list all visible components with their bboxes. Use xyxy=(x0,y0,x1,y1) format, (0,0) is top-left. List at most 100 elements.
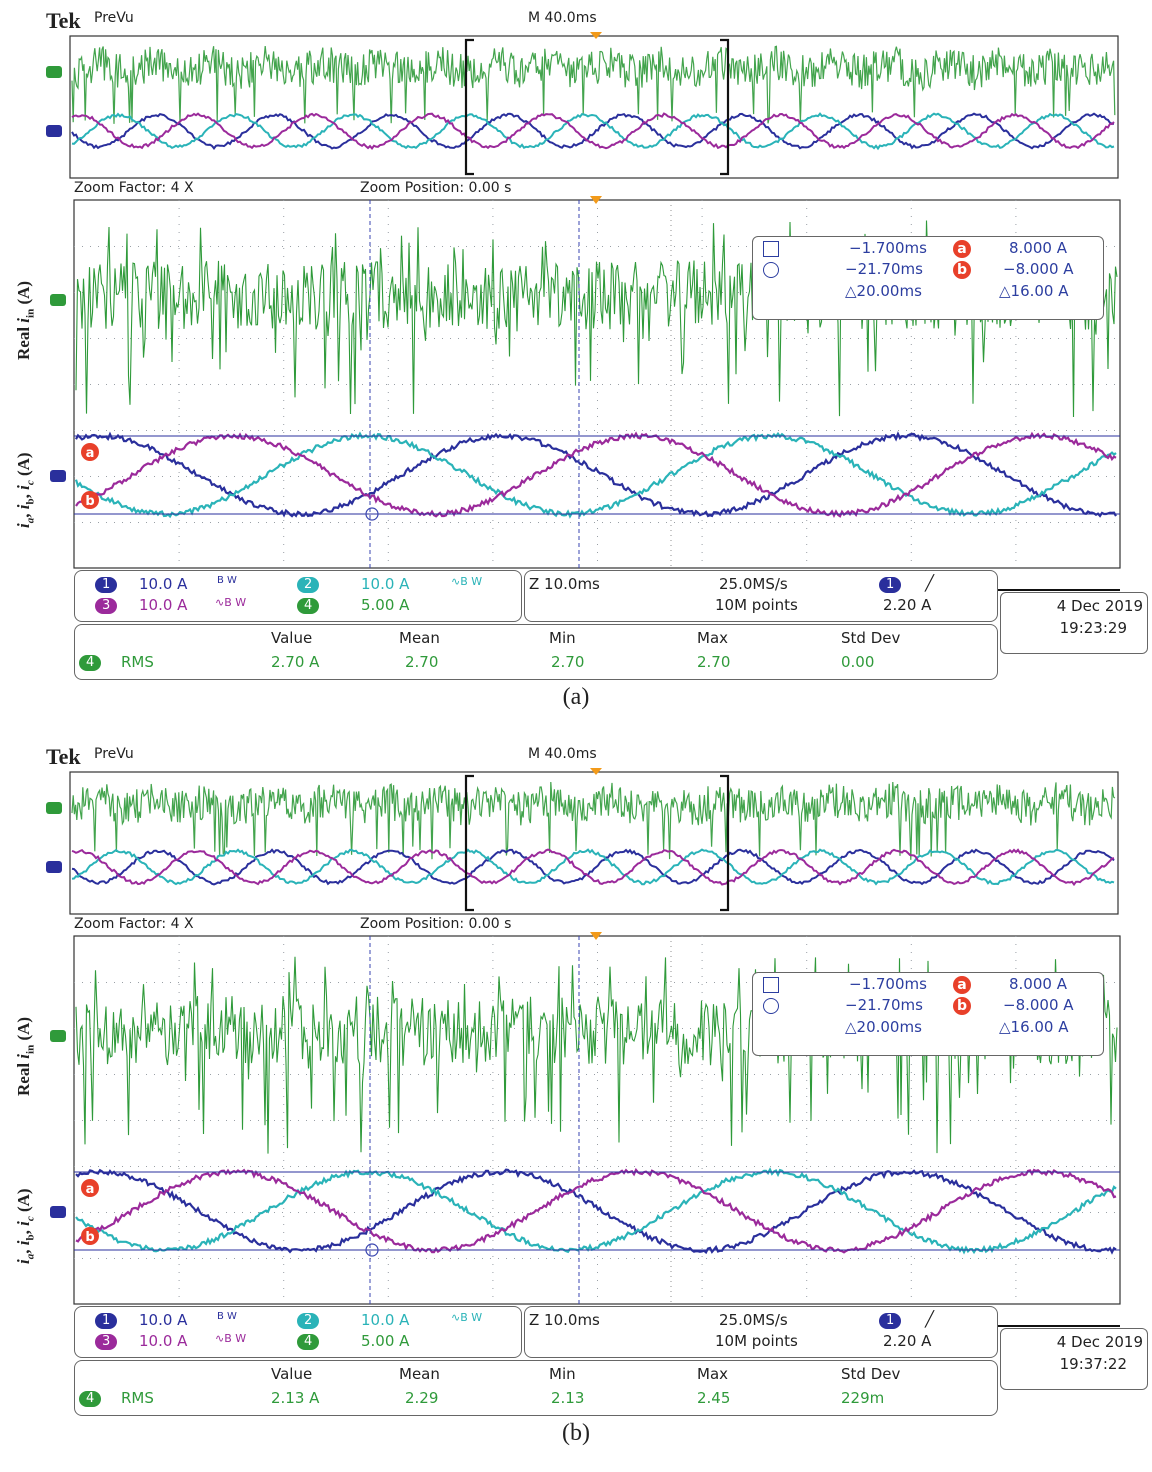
meas-header-stddev: Std Dev xyxy=(841,1365,901,1383)
circle-cursor-icon xyxy=(763,260,779,280)
cursor-b-badge: b xyxy=(953,260,971,280)
ch3-scale: 10.0 A xyxy=(139,596,188,614)
phase-current-trace xyxy=(75,1167,1117,1255)
cursor-b-marker-label: b xyxy=(85,1230,94,1245)
meas-header-min: Min xyxy=(549,1365,576,1383)
ch1-marker xyxy=(46,861,62,873)
trigger-source-badge: 1 xyxy=(879,577,902,593)
zoom-timebase: Z 10.0ms xyxy=(529,1311,600,1329)
meas-header-max: Max xyxy=(697,1365,729,1383)
ch4-scale: 5.00 A xyxy=(361,1332,410,1350)
ch3-badge: 3 xyxy=(95,1334,118,1350)
ch1-marker xyxy=(50,1206,66,1218)
ch3-scale: 10.0 A xyxy=(139,1332,188,1350)
brand-logo: Tek xyxy=(46,744,81,769)
overview-phase-trace xyxy=(71,112,1115,150)
meas-max: 2.45 xyxy=(697,1389,731,1407)
zoom-bracket-right xyxy=(720,774,730,912)
trigger-position-marker xyxy=(590,932,602,940)
phase-current-trace xyxy=(75,1168,1117,1255)
ch2-badge: 2 xyxy=(297,1313,320,1329)
ch1-scale: 10.0 A xyxy=(139,575,188,593)
cursor-delta-value: △16.00 A xyxy=(999,1018,1069,1036)
phase-current-trace xyxy=(75,1167,1117,1254)
meas-header-max: Max xyxy=(697,629,729,647)
ch2-scale: 10.0 A xyxy=(361,575,410,593)
bandwidth-limit-icon: ∿B W xyxy=(451,1311,483,1324)
y-axis-label-input-current: Real iin (A) xyxy=(14,1016,37,1096)
cursor-value-a: 8.000 A xyxy=(1009,975,1067,993)
overview-phase-trace xyxy=(71,848,1115,886)
timebase-readout: M 40.0ms xyxy=(528,746,597,762)
measurement-box: Value Mean Min Max Std Dev 4 RMS 2.13 A … xyxy=(74,1360,998,1416)
trigger-position-marker xyxy=(590,196,602,204)
ch4-marker xyxy=(46,802,62,814)
square-cursor-icon xyxy=(763,975,779,995)
meas-source-badge: 4 xyxy=(79,1391,102,1407)
cursor-time-a: −1.700ms xyxy=(849,239,927,257)
overview-phase-trace xyxy=(71,112,1114,151)
meas-mean: 2.29 xyxy=(405,1389,439,1407)
trigger-source-badge: 1 xyxy=(879,1313,902,1329)
timebase-box: Z 10.0ms 25.0MS/s 10M points 1 ╱ 2.20 A xyxy=(524,570,998,622)
record-length: 10M points xyxy=(715,596,798,614)
cursor-a-badge: a xyxy=(953,239,971,259)
phase-current-trace xyxy=(75,431,1117,518)
zoom-bracket-left xyxy=(464,774,474,912)
cursor-readout-box: −1.700ms −21.70ms △20.00ms a b 8.000 A −… xyxy=(752,972,1104,1056)
trigger-edge-icon: ╱ xyxy=(925,574,935,592)
cursor-delta-time: △20.00ms xyxy=(845,282,922,300)
overview-input-current-trace xyxy=(71,45,1116,124)
brand-logo: Tek xyxy=(46,8,81,33)
ch1-marker xyxy=(50,470,66,482)
cursor-delta-time: △20.00ms xyxy=(845,1018,922,1036)
cursor-circle-marker xyxy=(365,1243,379,1257)
ch4-badge: 4 xyxy=(297,1334,320,1350)
overview-phase-trace xyxy=(71,848,1115,887)
cursor-delta-value: △16.00 A xyxy=(999,282,1069,300)
date: 4 Dec 2019 xyxy=(1056,597,1143,615)
ch1-badge: 1 xyxy=(95,577,118,593)
zoom-timebase: Z 10.0ms xyxy=(529,575,600,593)
cursor-time-b: −21.70ms xyxy=(845,260,923,278)
meas-stddev: 229m xyxy=(841,1389,885,1407)
ch1-marker xyxy=(46,125,62,137)
overview-input-current-trace xyxy=(71,781,1116,860)
timebase-box: Z 10.0ms 25.0MS/s 10M points 1 ╱ 2.20 A xyxy=(524,1306,998,1358)
meas-min: 2.13 xyxy=(551,1389,585,1407)
record-length: 10M points xyxy=(715,1332,798,1350)
overview-window xyxy=(69,35,1119,179)
y-axis-label-phase-currents: ia, ib, ic (A) xyxy=(14,452,37,528)
timebase-readout: M 40.0ms xyxy=(528,10,597,26)
cursor-time-b: −21.70ms xyxy=(845,996,923,1014)
meas-header-value: Value xyxy=(271,629,313,647)
clock-time: 19:23:29 xyxy=(1059,619,1127,637)
meas-header-value: Value xyxy=(271,1365,313,1383)
cursor-readout-box: −1.700ms −21.70ms △20.00ms a b 8.000 A −… xyxy=(752,236,1104,320)
cursor-b-marker xyxy=(81,1227,99,1245)
meas-name: RMS xyxy=(121,653,154,671)
cursor-a-badge: a xyxy=(953,975,971,995)
ch4-marker xyxy=(50,294,66,306)
meas-value: 2.13 A xyxy=(271,1389,320,1407)
trigger-position-marker xyxy=(590,768,602,775)
ch2-scale: 10.0 A xyxy=(361,1311,410,1329)
trigger-level: 2.20 A xyxy=(883,596,932,614)
date-time-box: 4 Dec 2019 19:23:29 xyxy=(1000,592,1148,654)
zoom-factor: Zoom Factor: 4 X xyxy=(74,916,194,932)
meas-header-min: Min xyxy=(549,629,576,647)
zoom-bracket-right xyxy=(720,38,730,176)
bandwidth-limit-icon: ∿B W xyxy=(451,575,483,588)
phase-current-trace xyxy=(75,431,1117,518)
cursor-value-a: 8.000 A xyxy=(1009,239,1067,257)
circle-cursor-icon xyxy=(763,996,779,1016)
zoom-bracket-left xyxy=(464,38,474,176)
ch2-badge: 2 xyxy=(297,577,320,593)
y-axis-label-input-current: Real iin (A) xyxy=(14,280,37,360)
meas-mean: 2.70 xyxy=(405,653,439,671)
meas-min: 2.70 xyxy=(551,653,585,671)
cursor-circle-marker xyxy=(365,507,379,521)
y-axis-label-phase-currents: ia, ib, ic (A) xyxy=(14,1188,37,1264)
